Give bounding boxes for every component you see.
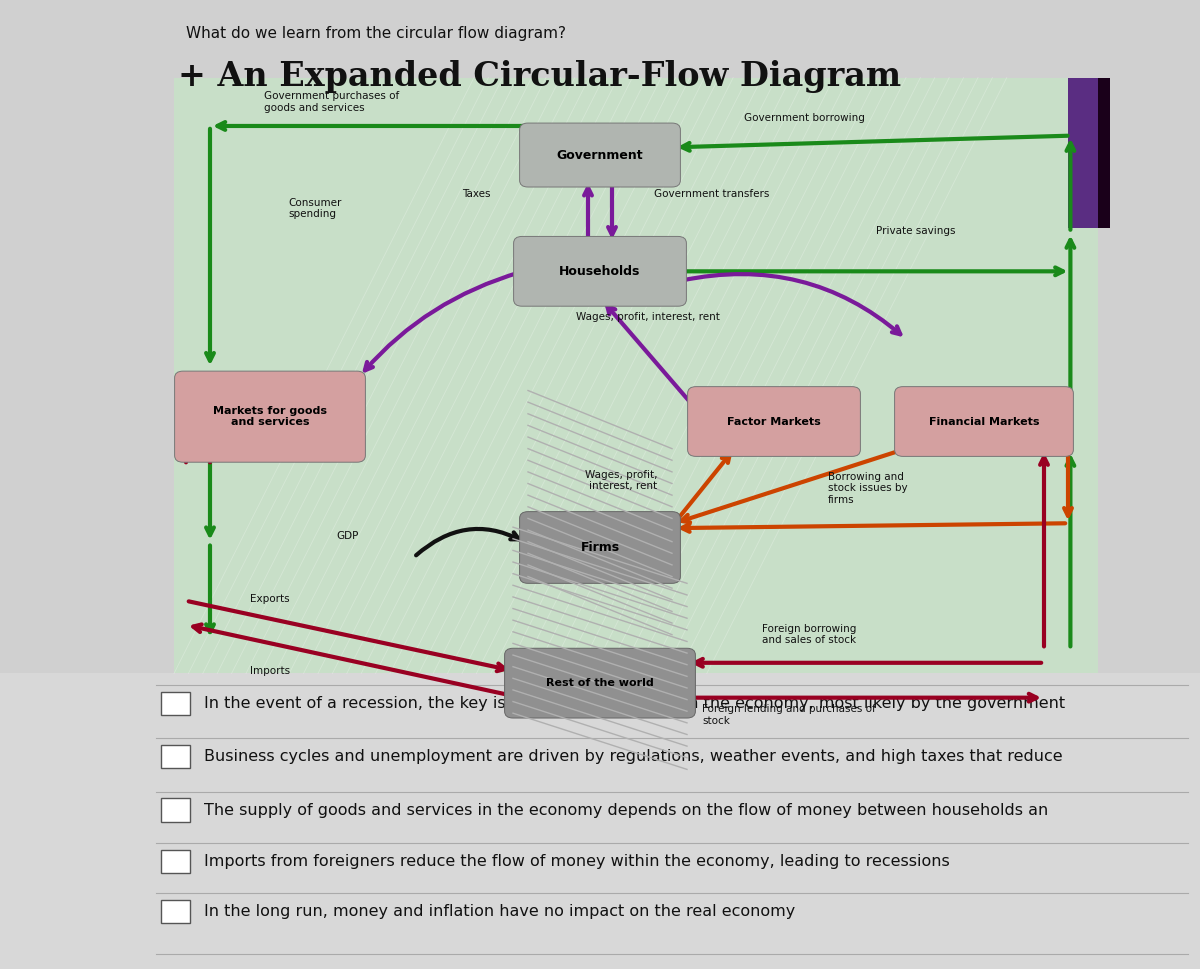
Text: Markets for goods
and services: Markets for goods and services (214, 406, 326, 427)
Text: Rest of the world: Rest of the world (546, 678, 654, 688)
Text: GDP: GDP (337, 531, 359, 541)
Text: Government purchases of
goods and services: Government purchases of goods and servic… (264, 91, 400, 112)
FancyBboxPatch shape (161, 850, 190, 873)
Text: In the long run, money and inflation have no impact on the real economy: In the long run, money and inflation hav… (204, 904, 796, 920)
Text: Business cycles and unemployment are driven by regulations, weather events, and : Business cycles and unemployment are dri… (204, 749, 1063, 765)
FancyBboxPatch shape (504, 648, 696, 718)
Text: What do we learn from the circular flow diagram?: What do we learn from the circular flow … (186, 26, 566, 42)
FancyBboxPatch shape (161, 900, 190, 923)
FancyBboxPatch shape (688, 387, 860, 456)
Text: Wages, profit,
interest, rent: Wages, profit, interest, rent (586, 470, 658, 491)
FancyBboxPatch shape (175, 371, 365, 462)
Text: Imports from foreigners reduce the flow of money within the economy, leading to : Imports from foreigners reduce the flow … (204, 854, 949, 869)
Text: Government borrowing: Government borrowing (744, 113, 865, 123)
Text: Firms: Firms (581, 541, 619, 554)
Text: Foreign lending and purchases of
stock: Foreign lending and purchases of stock (702, 704, 876, 726)
FancyBboxPatch shape (514, 236, 686, 306)
Bar (0, 673, 1200, 969)
FancyBboxPatch shape (520, 123, 680, 187)
Text: Factor Markets: Factor Markets (727, 417, 821, 426)
FancyBboxPatch shape (520, 512, 680, 583)
Text: Exports: Exports (250, 594, 290, 604)
Text: Consumer
spending: Consumer spending (288, 198, 341, 219)
Bar (1068, 78, 1098, 228)
FancyBboxPatch shape (161, 692, 190, 715)
Text: The supply of goods and services in the economy depends on the flow of money bet: The supply of goods and services in the … (204, 802, 1049, 818)
Bar (1098, 78, 1110, 228)
Text: Government: Government (557, 148, 643, 162)
Text: In the event of a recession, the key is to increase spending in the economy, mos: In the event of a recession, the key is … (204, 696, 1066, 711)
FancyBboxPatch shape (894, 387, 1073, 456)
FancyBboxPatch shape (161, 745, 190, 768)
Text: Wages, profit, interest, rent: Wages, profit, interest, rent (576, 312, 720, 322)
Text: Imports: Imports (250, 666, 290, 675)
Text: Private savings: Private savings (876, 226, 955, 235)
Text: Households: Households (559, 265, 641, 278)
Text: Taxes: Taxes (462, 189, 491, 199)
Text: Foreign borrowing
and sales of stock: Foreign borrowing and sales of stock (762, 624, 857, 645)
Text: Borrowing and
stock issues by
firms: Borrowing and stock issues by firms (828, 472, 907, 505)
FancyBboxPatch shape (174, 78, 1098, 673)
Text: Government transfers: Government transfers (654, 189, 769, 199)
FancyBboxPatch shape (161, 798, 190, 822)
Text: + An Expanded Circular-Flow Diagram: + An Expanded Circular-Flow Diagram (178, 60, 901, 93)
Text: Financial Markets: Financial Markets (929, 417, 1039, 426)
